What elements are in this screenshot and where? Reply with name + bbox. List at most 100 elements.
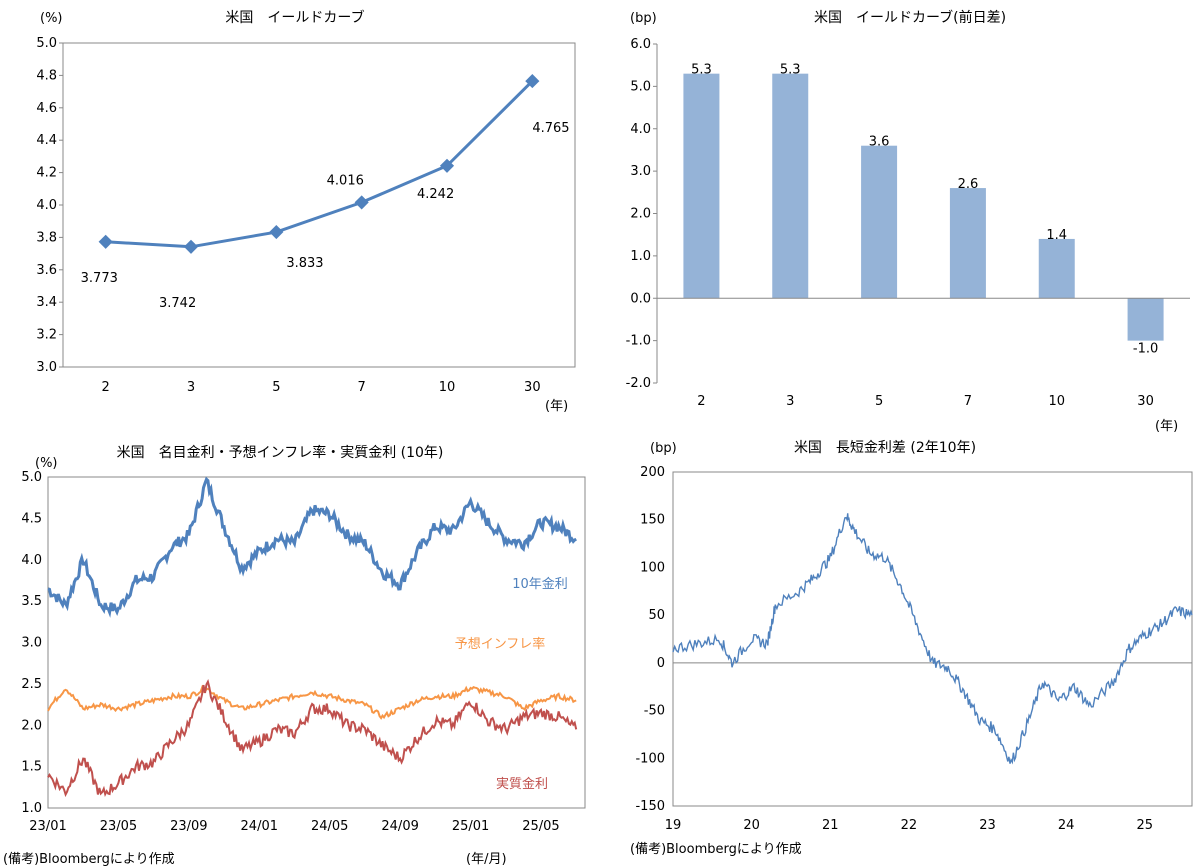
spread-y-tick: 200 <box>640 465 665 480</box>
spread-x-tick: 25 <box>1137 818 1154 833</box>
yield-curve-line <box>105 80 534 249</box>
yield-change-y-tick: 5.0 <box>630 79 651 94</box>
yield-curve-marker <box>525 73 540 89</box>
yield-curve-title: 米国 イールドカーブ <box>225 9 364 26</box>
rates-series-line <box>47 476 577 618</box>
spread-title: 米国 長短金利差 (2年10年) <box>794 440 976 456</box>
date-unit-label: (年/月) <box>466 852 507 867</box>
yield-change-x-tick: 2 <box>697 394 705 409</box>
yield-change-value-label: 3.6 <box>869 135 890 150</box>
yield-curve-y-tick: 3.6 <box>36 263 57 278</box>
rates-y-tick: 2.0 <box>21 718 42 733</box>
rates-x-tick: 25/01 <box>452 819 489 834</box>
source-note-left: (備考)Bloombergにより作成 <box>3 852 175 867</box>
yield-curve-y-tick: 4.2 <box>36 166 57 181</box>
yield-curve-y-tick: 4.4 <box>36 133 57 148</box>
yield-curve-value-label: 3.742 <box>159 296 196 311</box>
spread-y-tick: 150 <box>640 513 665 528</box>
yield-change-y-tick: -1.0 <box>626 334 651 349</box>
spread-series-line <box>672 513 1193 765</box>
rates-y-tick: 4.0 <box>21 553 42 568</box>
yield-curve-y-unit: (%) <box>40 11 63 26</box>
yield-change-bar <box>861 145 898 299</box>
yield-change-x-tick: 7 <box>964 394 972 409</box>
yield-change-y-tick: -2.0 <box>626 376 651 391</box>
yield-curve-value-label: 3.773 <box>81 271 118 286</box>
yield-change-bar <box>772 73 809 299</box>
yield-change-title: 米国 イールドカーブ(前日差) <box>814 9 1006 26</box>
rates-series-label: 10年金利 <box>512 576 568 592</box>
yield-curve-value-label: 4.765 <box>532 121 569 136</box>
rates-y-tick: 4.5 <box>21 511 42 526</box>
yield-change-x-tick: 10 <box>1048 394 1065 409</box>
yield-change-bar <box>1038 238 1075 299</box>
rates-x-tick: 23/05 <box>100 819 137 834</box>
rates-x-tick: 24/01 <box>241 819 278 834</box>
yield-curve-y-tick: 4.6 <box>36 101 57 116</box>
yield-curve-y-tick: 4.0 <box>36 198 57 213</box>
spread-x-tick: 19 <box>665 818 682 833</box>
spread-chart: 米国 長短金利差 (2年10年) (bp) -150 -100 -50 0 50 100 1… <box>635 440 1193 833</box>
spread-y-tick: -150 <box>635 799 665 814</box>
yield-change-y-unit: (bp) <box>630 11 657 26</box>
yield-change-x-tick: 30 <box>1137 394 1154 409</box>
yield-change-value-label: 1.4 <box>1046 228 1067 243</box>
rates-series-label: 予想インフレ率 <box>455 636 546 652</box>
yield-change-x-tick: 5 <box>875 394 883 409</box>
yield-curve-marker <box>439 158 455 173</box>
spread-x-tick: 23 <box>979 818 996 833</box>
rates-y-tick: 1.0 <box>21 801 42 816</box>
yield-change-chart: 米国 イールドカーブ(前日差) (bp) (年) -2.0 -1.0 0.0 1.0 2… <box>626 9 1190 434</box>
rates-y-tick: 1.5 <box>21 760 42 775</box>
yield-change-value-label: 5.3 <box>780 63 801 78</box>
spread-x-tick: 22 <box>901 818 918 833</box>
spread-y-tick: 50 <box>648 608 665 623</box>
spread-y-tick: -100 <box>635 751 665 766</box>
yield-curve-y-tick: 3.4 <box>36 295 57 310</box>
yield-curve-marker <box>183 239 199 254</box>
spread-y-tick: 0 <box>657 656 665 671</box>
yield-curve-x-tick: 30 <box>524 380 541 395</box>
yield-curve-y-tick: 3.2 <box>36 328 57 343</box>
rates-series-label: 実質金利 <box>496 776 548 792</box>
yield-change-y-tick: 6.0 <box>630 37 651 52</box>
yield-curve-y-tick: 4.8 <box>36 68 57 83</box>
yield-change-bar <box>1127 298 1164 341</box>
source-note-right: (備考)Bloombergにより作成 <box>630 842 802 857</box>
yield-change-bar <box>683 73 720 299</box>
yield-curve-value-label: 4.016 <box>327 173 364 188</box>
yield-curve-x-tick: 10 <box>439 380 456 395</box>
rates-title: 米国 名目金利・予想インフレ率・実質金利 (10年) <box>117 444 444 461</box>
spread-plot-frame <box>672 471 1193 807</box>
yield-curve-y-tick: 3.0 <box>36 360 57 375</box>
yield-change-x-unit: (年) <box>1155 419 1178 434</box>
spread-x-tick: 20 <box>743 818 760 833</box>
yield-curve-y-tick: 5.0 <box>36 36 57 51</box>
rates-plot-frame <box>47 476 586 809</box>
yield-curve-chart: 米国 イールドカーブ (%) (年) 3.0 3.2 3.4 3.6 3.8 4.0 4.2… <box>36 9 576 414</box>
yield-curve-x-tick: 3 <box>187 380 195 395</box>
yield-change-value-label: 2.6 <box>958 177 979 192</box>
rates-y-tick: 3.0 <box>21 636 42 651</box>
yield-change-y-tick: 2.0 <box>630 207 651 222</box>
rates-x-tick: 23/09 <box>170 819 207 834</box>
yield-curve-value-label: 4.242 <box>417 187 454 202</box>
yield-curve-marker <box>98 234 113 249</box>
spread-y-unit: (bp) <box>650 441 677 456</box>
yield-curve-y-tick: 3.8 <box>36 230 57 245</box>
spread-x-tick: 24 <box>1058 818 1075 833</box>
yield-change-bar <box>949 188 986 299</box>
rates-y-tick: 3.5 <box>21 594 42 609</box>
yield-curve-x-tick: 7 <box>358 380 366 395</box>
spread-y-tick: -50 <box>644 704 665 719</box>
yield-change-y-tick: 3.0 <box>630 164 651 179</box>
rates-x-tick: 24/09 <box>381 819 418 834</box>
yield-curve-plot-frame <box>62 42 576 368</box>
rates-series-line <box>47 678 578 798</box>
yield-change-x-tick: 3 <box>786 394 794 409</box>
rates-y-tick: 2.5 <box>21 677 42 692</box>
rates-x-tick: 24/05 <box>311 819 348 834</box>
rates-y-tick: 5.0 <box>21 470 42 485</box>
yield-curve-x-tick: 2 <box>102 380 110 395</box>
